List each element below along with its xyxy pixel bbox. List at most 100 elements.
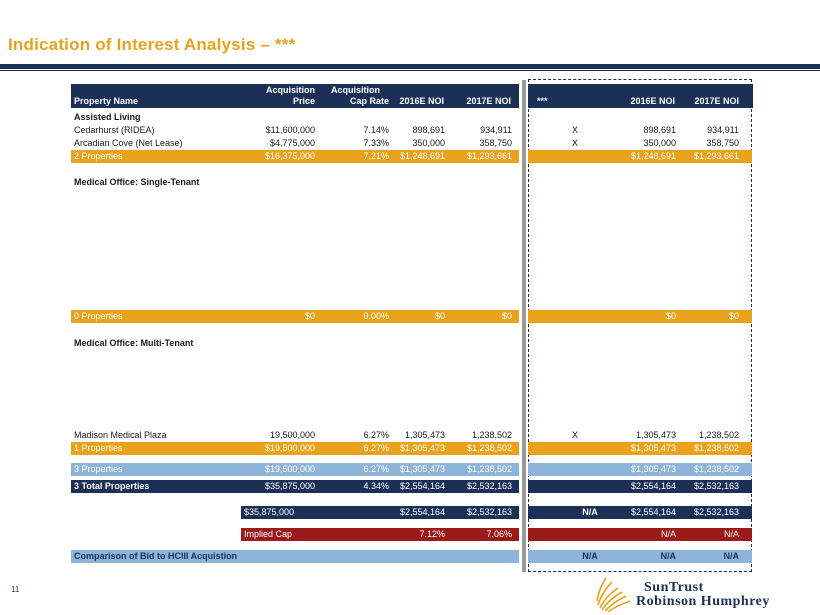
- row-rnoi17: $1,238,502: [693, 464, 739, 474]
- row-cap: 6.27%: [363, 464, 389, 474]
- summary-band-left: [241, 506, 519, 519]
- row-price: $35,875,000: [264, 481, 315, 491]
- row-name: Arcadian Cove (Net Lease): [74, 138, 183, 148]
- col-2017-noi: 2017E NOI: [466, 96, 511, 106]
- col-acq-price-line1: Acquisition: [266, 85, 315, 95]
- row-noi16: $1,305,473: [399, 443, 445, 453]
- row-name: 1 Properties: [74, 443, 123, 453]
- comparison-band-right: [528, 550, 752, 563]
- row-noi16: $2,554,164: [399, 507, 445, 517]
- section-mo-multi: Medical Office: Multi-Tenant: [0, 337, 820, 350]
- row-rnoi17: $0: [728, 311, 739, 321]
- row-noi16: $1,305,473: [399, 464, 445, 474]
- row-rnoi17: N/A: [723, 551, 740, 561]
- grand-total-band-left: [71, 480, 519, 493]
- row-rnoi17: 1,238,502: [698, 430, 739, 440]
- row-rnoi17: $1,293,661: [693, 151, 739, 161]
- col-acq-cap-line1: Acquisition: [331, 85, 380, 95]
- logo-text-suntrust: SunTrust: [644, 580, 704, 595]
- row-name: Cedarhurst (RIDEA): [74, 125, 155, 135]
- subtotal-row-mo-multi: 1 Properties $19,500,000 6.27% $1,305,47…: [0, 442, 820, 455]
- col-right-2016-noi: 2016E NOI: [630, 96, 675, 106]
- row-price: $16,375,000: [264, 151, 315, 161]
- section-label: Medical Office: Multi-Tenant: [74, 338, 194, 348]
- row-price: $11,600,000: [265, 125, 315, 135]
- comparison-row: Comparison of Bid to HCIII Acquistion N/…: [0, 550, 820, 563]
- mo-total-band-right: [528, 463, 752, 476]
- table-row: Cedarhurst (RIDEA) $11,600,000 7.14% 898…: [0, 124, 820, 137]
- subtotal-band-left: [71, 150, 519, 163]
- row-price: $19,500,000: [264, 464, 315, 474]
- row-rnoi16: N/A: [660, 551, 677, 561]
- comparison-label: Comparison of Bid to HCIII Acquistion: [74, 551, 238, 561]
- subtotal-band-left: [71, 310, 519, 323]
- row-price: $35,875,000: [244, 507, 295, 517]
- row-price: $19,500,000: [264, 443, 315, 453]
- section-label: Medical Office: Single-Tenant: [74, 177, 200, 187]
- subtotal-band-right: [528, 442, 752, 455]
- total-row-medical-office: 3 Properties $19,500,000 6.27% $1,305,47…: [0, 463, 820, 476]
- row-rnoi16: 350,000: [643, 138, 676, 148]
- row-cap: 7.14%: [363, 125, 389, 135]
- page-number: 11: [11, 585, 20, 594]
- row-noi16: 898,691: [412, 125, 445, 135]
- subtotal-row-mo-single: 0 Properties $0 0.00% $0 $0 $0 $0: [0, 310, 820, 323]
- page-title: Indication of Interest Analysis – ***: [8, 35, 296, 54]
- highlight-dashed-box: [528, 79, 752, 572]
- row-rnoi16: $2,554,164: [630, 481, 676, 491]
- row-cap: 7.21%: [363, 151, 389, 161]
- row-rnoi17: 358,750: [706, 138, 739, 148]
- grand-total-row: 3 Total Properties $35,875,000 4.34% $2,…: [0, 480, 820, 493]
- table-row: Arcadian Cove (Net Lease) $4,775,000 7.3…: [0, 137, 820, 150]
- implied-cap-row: Implied Cap 7.12% 7.06% N/A N/A: [0, 528, 820, 541]
- row-mark: X: [571, 430, 578, 440]
- row-rnoi16: $0: [665, 311, 676, 321]
- row-noi17: $1,238,502: [466, 464, 512, 474]
- row-name: Madison Medical Plaza: [74, 430, 167, 440]
- section-assisted-living: Assisted Living: [0, 111, 820, 124]
- summary-row: $35,875,000 $2,554,164 $2,532,163 N/A $2…: [0, 506, 820, 519]
- title-rule-thin: [0, 70, 820, 71]
- col-acq-price-line2: Price: [292, 96, 315, 106]
- row-name: 0 Properties: [74, 311, 123, 321]
- row-noi16: 350,000: [412, 138, 445, 148]
- row-mark: X: [571, 138, 578, 148]
- row-noi17: 358,750: [479, 138, 512, 148]
- row-noi17: 934,911: [480, 125, 512, 135]
- section-label: Assisted Living: [74, 112, 141, 122]
- row-price: 19,500,000: [269, 430, 315, 440]
- row-cap: 6.27%: [363, 430, 389, 440]
- row-rnoi16: 1,305,473: [635, 430, 676, 440]
- comparison-band-left: [71, 550, 519, 563]
- row-cap: 7.33%: [363, 138, 389, 148]
- grand-total-band-right: [528, 480, 752, 493]
- row-rnoi16: $2,554,164: [630, 507, 676, 517]
- row-noi16: $1,248,691: [399, 151, 445, 161]
- section-mo-single: Medical Office: Single-Tenant: [0, 176, 820, 189]
- table-header: Property Name Acquisition Price Acquisit…: [71, 84, 753, 108]
- row-noi17: $0: [501, 311, 512, 321]
- row-mark: N/A: [582, 551, 598, 561]
- row-mark: X: [571, 125, 578, 135]
- subtotal-band-right: [528, 150, 752, 163]
- header-left-band: [71, 84, 519, 108]
- row-cap: 4.34%: [363, 481, 389, 491]
- row-noi16: $0: [434, 311, 445, 321]
- header-right-band: [528, 84, 753, 108]
- col-stars: ***: [537, 96, 548, 106]
- row-name: 3 Properties: [74, 464, 123, 474]
- summary-band-right: [528, 506, 752, 519]
- row-rnoi17: N/A: [723, 529, 739, 539]
- row-rnoi17: $2,532,163: [693, 507, 739, 517]
- row-rnoi17: $1,238,502: [693, 443, 739, 453]
- table-row: Madison Medical Plaza 19,500,000 6.27% 1…: [0, 429, 820, 442]
- row-noi16: 7.12%: [419, 529, 445, 539]
- subtotal-band-right: [528, 310, 752, 323]
- implied-cap-band-left: [241, 528, 519, 541]
- row-noi17: $1,238,502: [466, 443, 512, 453]
- mo-total-band-left: [71, 463, 519, 476]
- row-noi16: 1,305,473: [404, 430, 445, 440]
- row-noi16: $2,554,164: [399, 481, 445, 491]
- implied-cap-label: Implied Cap: [244, 529, 293, 539]
- row-rnoi17: 934,911: [707, 125, 739, 135]
